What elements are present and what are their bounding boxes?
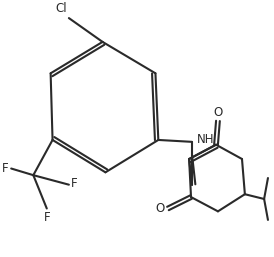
- Text: NH: NH: [196, 133, 214, 146]
- Text: F: F: [44, 211, 50, 224]
- Text: O: O: [155, 202, 164, 215]
- Text: F: F: [71, 177, 77, 190]
- Text: Cl: Cl: [55, 2, 67, 15]
- Text: O: O: [213, 106, 222, 119]
- Text: F: F: [2, 162, 8, 175]
